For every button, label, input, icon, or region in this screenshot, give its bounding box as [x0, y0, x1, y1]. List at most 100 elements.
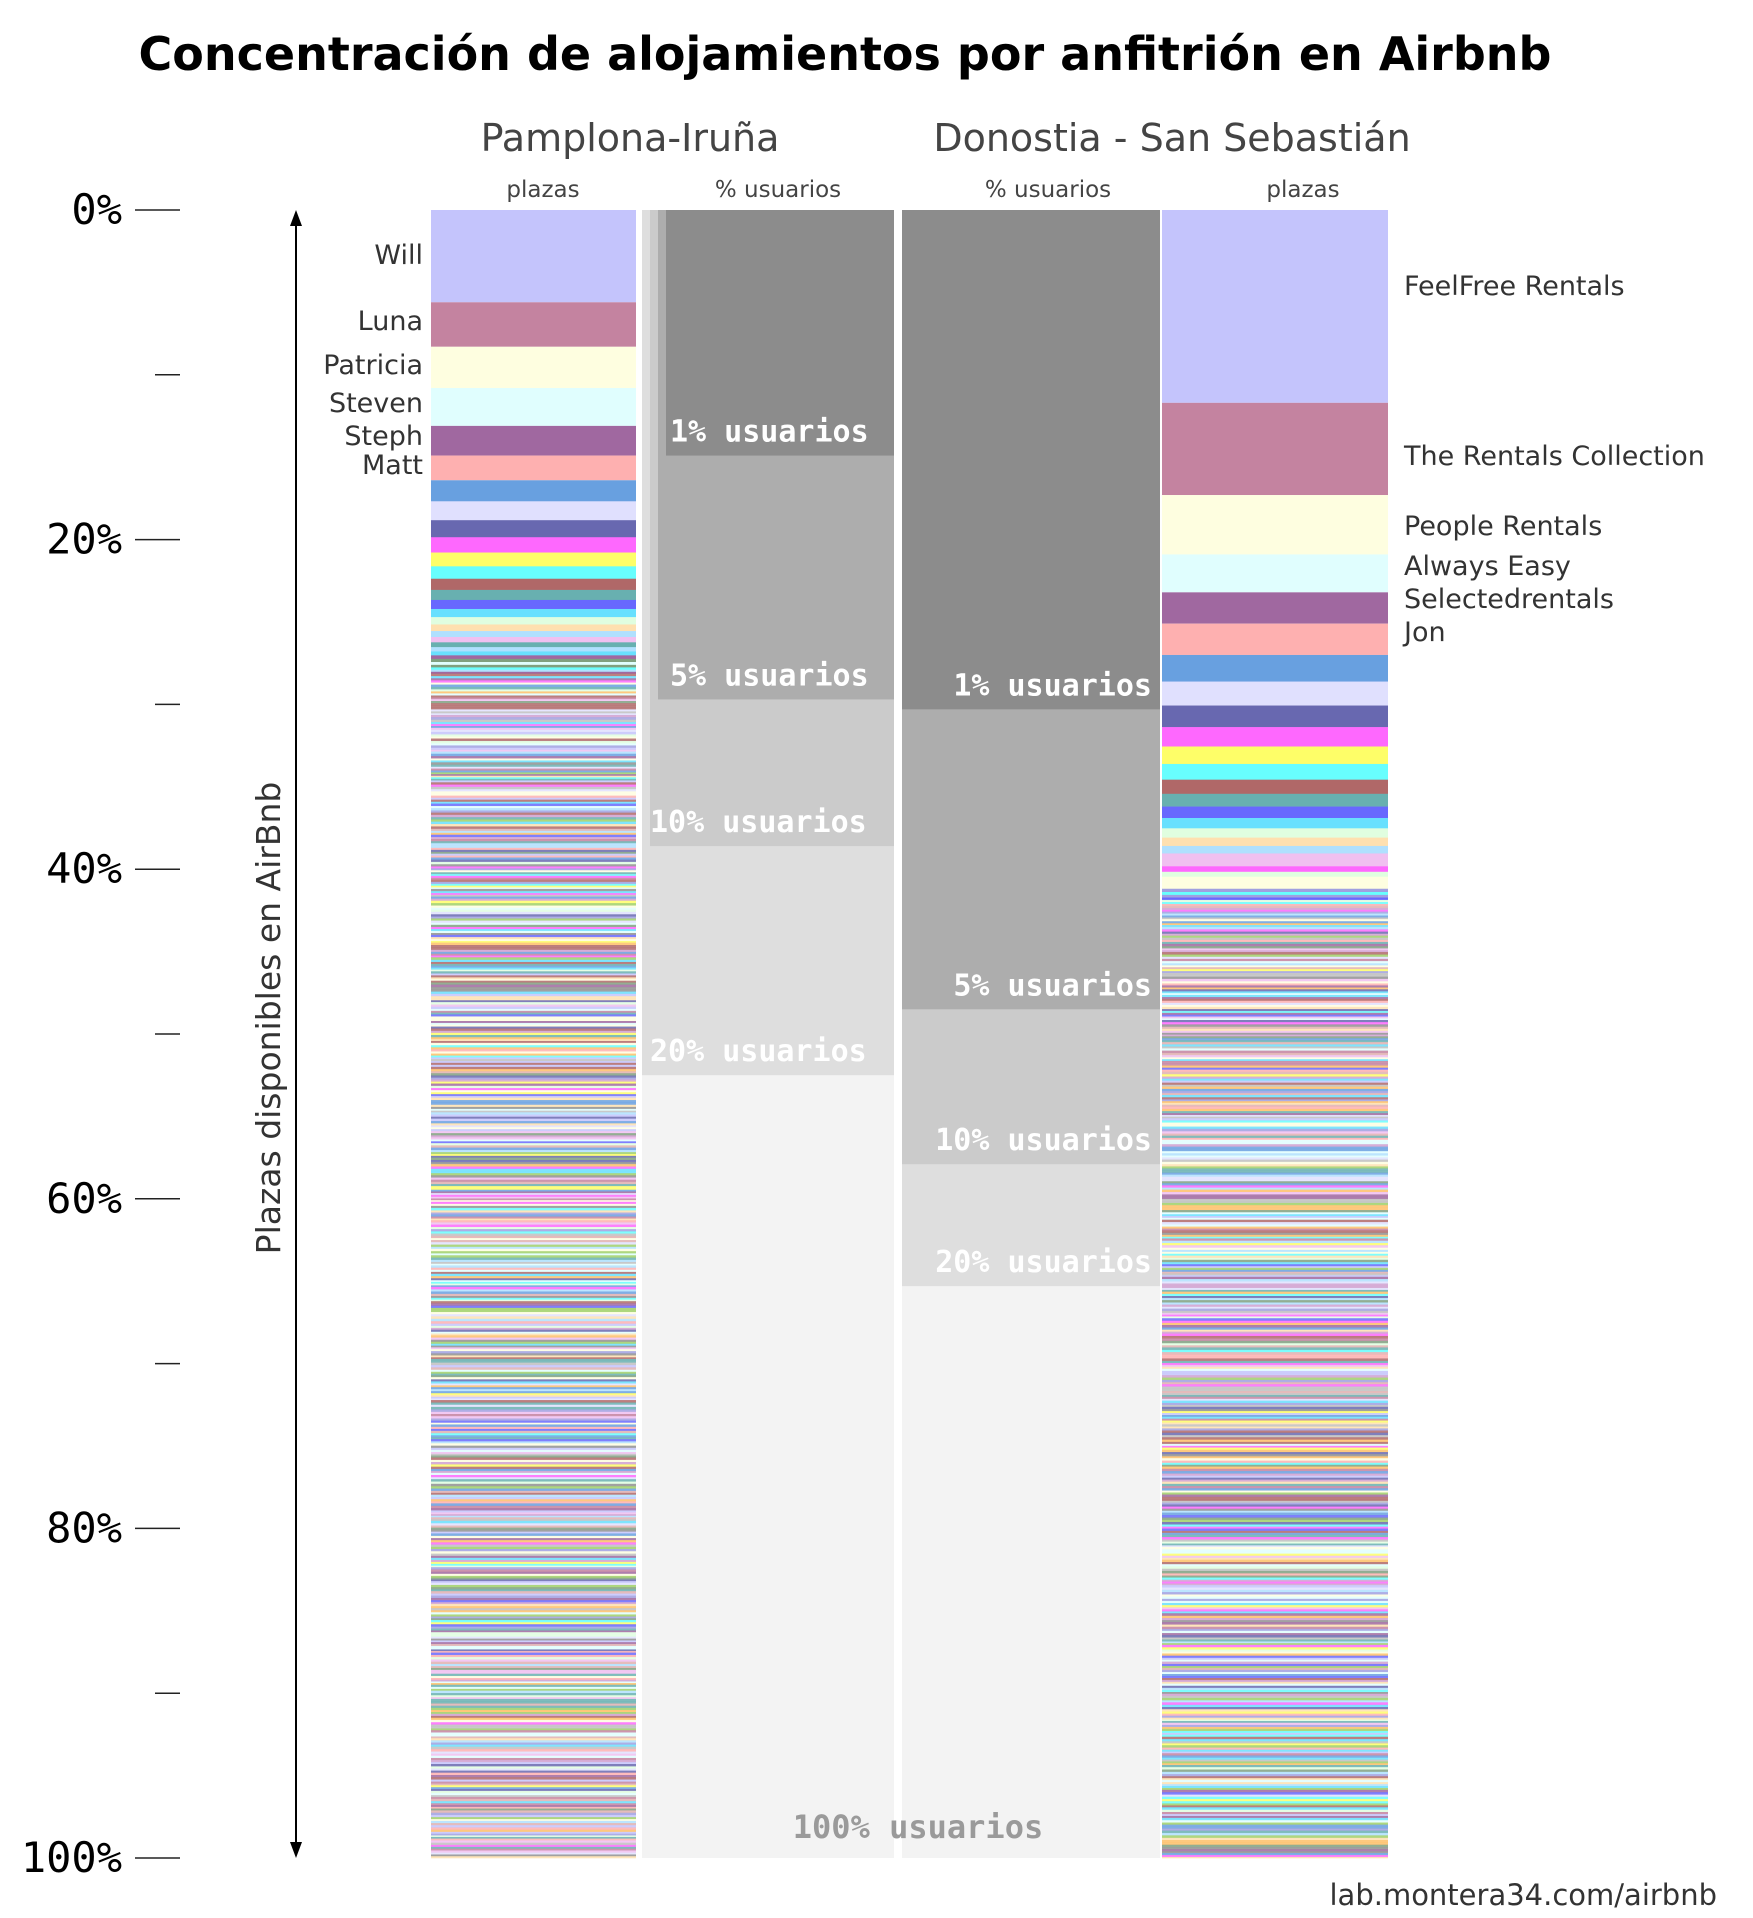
host-segment	[431, 738, 636, 742]
host-segment	[431, 888, 636, 892]
host-segment	[431, 879, 636, 883]
host-segment	[1162, 1050, 1388, 1054]
host-segment	[1162, 1680, 1388, 1683]
host-segment	[431, 1402, 636, 1405]
host-segment	[431, 973, 636, 976]
y-axis-label: Plazas disponibles en AirBnb	[249, 782, 288, 1255]
usuarios-labels: 1% usuarios 5% usuarios 10% usuarios 20% us…	[650, 415, 1152, 1846]
host-segment	[1162, 1398, 1388, 1401]
host-segment	[1162, 1210, 1388, 1213]
host-segment	[431, 731, 636, 735]
host-segment	[431, 1077, 636, 1080]
host-segment	[1162, 881, 1388, 886]
host-segment	[1162, 1249, 1388, 1253]
host-segment	[431, 686, 636, 690]
host-segment	[431, 1770, 636, 1773]
host-segment	[431, 1159, 636, 1163]
host-segment	[1162, 1852, 1388, 1856]
host-segment	[431, 1671, 636, 1675]
host-segment	[431, 1519, 636, 1522]
host-segment	[431, 979, 636, 982]
host-segment	[431, 1734, 636, 1737]
host-segment	[1162, 402, 1388, 496]
host-segment	[431, 1226, 636, 1230]
host-segment	[1162, 1430, 1388, 1434]
host-segment	[1162, 1226, 1388, 1229]
host-label: Selectedrentals	[1404, 584, 1614, 615]
host-segment	[431, 803, 636, 807]
host-label: Matt	[362, 450, 423, 481]
host-segment	[431, 1542, 636, 1545]
host-segment	[431, 1280, 636, 1283]
host-segment	[1162, 1439, 1388, 1443]
host-segment	[1162, 1234, 1388, 1238]
host-segment	[1162, 495, 1388, 555]
host-segment	[1162, 1126, 1388, 1130]
host-segment	[431, 875, 636, 879]
host-segment	[431, 1790, 636, 1794]
host-segment	[431, 1097, 636, 1101]
host-segment	[431, 655, 636, 660]
host-segment	[431, 1398, 636, 1401]
host-segment	[1162, 1488, 1388, 1491]
host-segment	[431, 1705, 636, 1709]
host-segment	[1162, 1519, 1388, 1523]
host-segment	[1162, 1477, 1388, 1480]
host-segment	[1162, 1784, 1388, 1787]
host-segment	[1162, 1191, 1388, 1195]
host-segment	[1162, 1375, 1388, 1378]
host-label: People Rentals	[1404, 511, 1602, 542]
host-segment	[431, 1606, 636, 1609]
host-segment	[431, 849, 636, 853]
host-segment	[1162, 1803, 1388, 1806]
host-segment	[431, 1757, 636, 1761]
host-segment	[1162, 1687, 1388, 1691]
host-segment	[431, 727, 636, 731]
host-segment	[431, 814, 636, 818]
host-segment	[1162, 1628, 1388, 1632]
host-segment	[1162, 1851, 1388, 1854]
host-segment	[1162, 954, 1388, 958]
credit-text: lab.montera34.com/airbnb	[1329, 1878, 1717, 1912]
host-segment	[431, 1746, 636, 1750]
host-segment	[431, 1703, 636, 1707]
host-segment	[431, 1464, 636, 1467]
y-arrow-head-bottom	[290, 1842, 302, 1858]
host-segment	[1162, 902, 1388, 905]
host-segment	[431, 911, 636, 915]
host-segment	[1162, 1653, 1388, 1656]
host-segment	[1162, 1131, 1388, 1134]
host-segment	[1162, 1179, 1388, 1182]
host-segment	[431, 907, 636, 910]
host-segment	[431, 1517, 636, 1520]
host-segment	[431, 1168, 636, 1172]
host-segment	[1162, 1141, 1388, 1145]
host-segment	[1162, 1715, 1388, 1718]
host-segment	[431, 721, 636, 725]
host-segment	[431, 1147, 636, 1151]
host-segment	[431, 636, 636, 643]
host-segment	[431, 1079, 636, 1082]
host-segment	[1162, 1189, 1388, 1193]
host-segment	[1162, 1347, 1388, 1351]
host-segment	[431, 1411, 636, 1415]
host-segment	[431, 1042, 636, 1046]
host-segment	[431, 859, 636, 863]
host-segment	[1162, 1447, 1388, 1451]
host-segment	[1162, 1214, 1388, 1217]
host-segment	[431, 780, 636, 783]
host-segment	[431, 1062, 636, 1066]
host-segment	[1162, 1635, 1388, 1638]
host-segment	[1162, 1828, 1388, 1831]
host-segment	[1162, 1822, 1388, 1825]
host-segment	[1162, 1659, 1388, 1662]
host-segment	[431, 1515, 636, 1518]
host-segment	[1162, 1172, 1388, 1175]
host-segment	[431, 1323, 636, 1327]
host-segment	[431, 823, 636, 827]
host-segment	[1162, 965, 1388, 968]
host-segment	[431, 1341, 636, 1345]
host-segment	[431, 1638, 636, 1641]
host-label: Luna	[358, 306, 423, 337]
